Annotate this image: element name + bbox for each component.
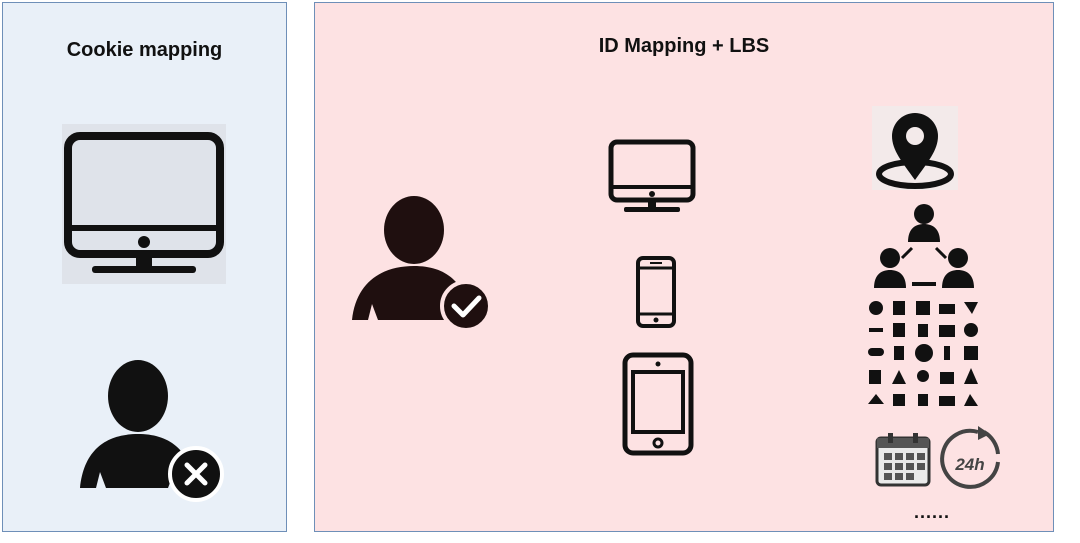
clock-label: 24h [954,455,984,474]
monitor-icon [608,139,696,212]
location-pin-icon [872,106,958,190]
smartphone-icon [636,256,676,328]
id-mapping-lbs-panel: ID Mapping + LBS [314,2,1054,532]
clock-24h-icon: 24h [940,426,1000,489]
monitor-icon [62,124,226,284]
panel-title: Cookie mapping [66,39,223,61]
tablet-icon [622,352,694,456]
user-unverified-icon [80,360,224,502]
user-verified-icon [352,196,492,332]
social-network-icon [874,204,974,288]
panel-title: ID Mapping + LBS [598,35,770,57]
ellipsis: ...... [914,502,951,522]
activity-icons-grid [868,301,978,406]
calendar-icon [875,433,931,487]
